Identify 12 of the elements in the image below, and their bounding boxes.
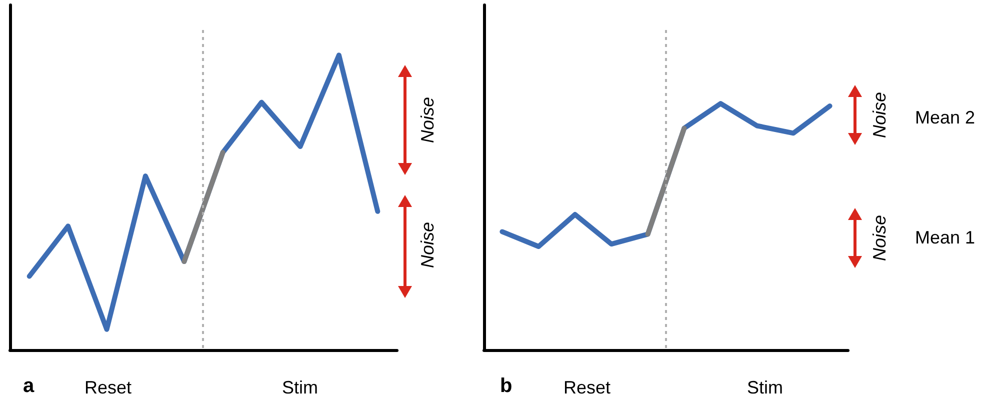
text: Mean 2 [914, 108, 976, 128]
text: Noise [418, 222, 438, 268]
text: b [500, 375, 512, 397]
text: Noise [870, 214, 890, 262]
text: Noise [870, 92, 890, 138]
text: Reset [84, 378, 132, 398]
text: a [23, 375, 35, 397]
text: Stim [747, 378, 783, 398]
text: Reset [563, 378, 611, 398]
text: Mean 1 [914, 228, 976, 248]
text: Noise [418, 96, 438, 144]
text: Stim [282, 378, 318, 398]
